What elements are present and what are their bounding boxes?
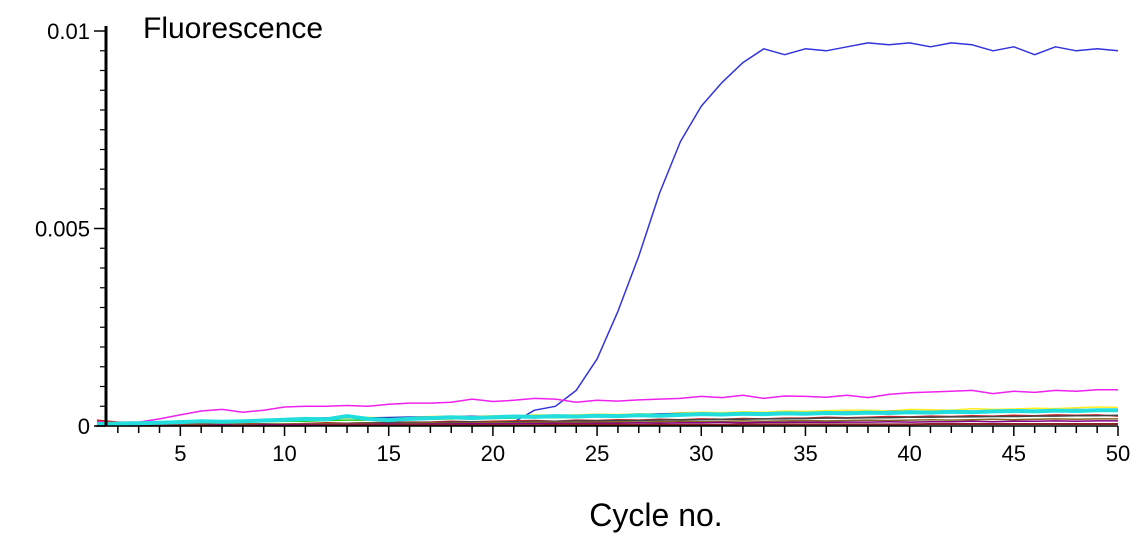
ticks-layer: 5 10 15 20 25 30 35 40 45 50 0 0.005 0.01: [35, 19, 1130, 466]
x-axis-title: Cycle no.: [589, 497, 722, 533]
x-tick-label: 25: [585, 441, 609, 466]
series-line-1: [96, 42, 1119, 426]
x-tick-label: 40: [897, 441, 921, 466]
x-tick-label: 10: [272, 441, 296, 466]
x-tick-label: 20: [481, 441, 505, 466]
x-tick-label: 35: [793, 441, 817, 466]
axes-layer: [96, 26, 1118, 427]
x-tick-label: 50: [1106, 441, 1130, 466]
series-line-11: [96, 408, 1118, 426]
y-axis-title: Fluorescence: [143, 12, 323, 45]
x-tick-label: 30: [689, 441, 713, 466]
x-tick-label: 5: [174, 441, 186, 466]
x-tick-label: 15: [376, 441, 400, 466]
series-layer: [96, 42, 1119, 427]
series-line-2: [96, 388, 1118, 423]
y-tick-label: 0.005: [35, 217, 90, 242]
x-tick-label: 45: [1002, 441, 1026, 466]
y-tick-label: 0: [78, 414, 90, 439]
y-tick-label: 0.01: [47, 19, 90, 44]
